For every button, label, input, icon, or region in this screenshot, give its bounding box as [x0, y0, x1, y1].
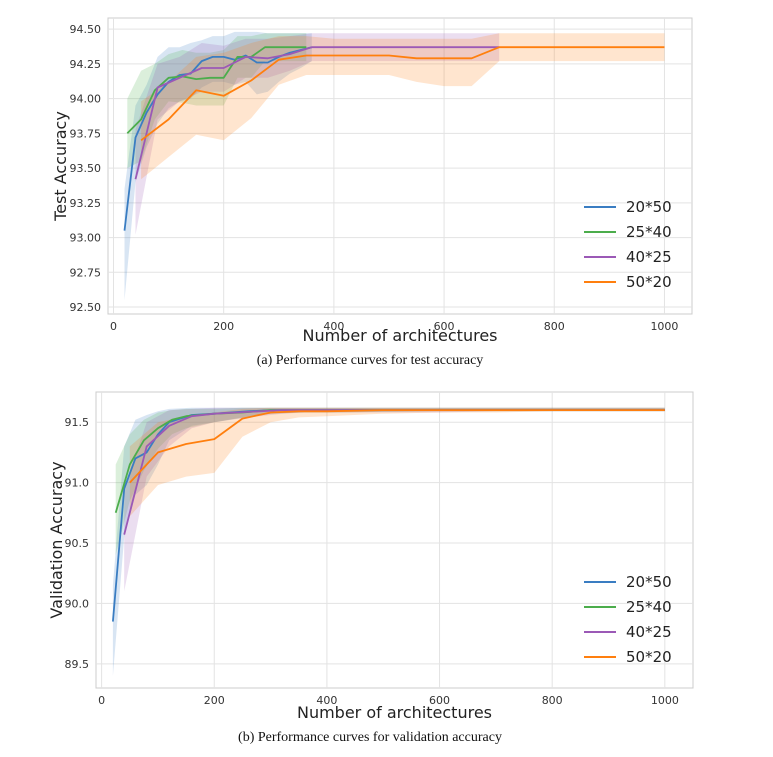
chart-test-accuracy: 0 200 400 600 800 1000 92.50 92.75 93.00 93.25 93.… [51, 17, 693, 345]
y-tick-label: 93.75 [70, 127, 102, 140]
band-20*50 [112, 407, 665, 676]
y-axis-label: Validation Accuracy [47, 461, 66, 618]
y-tick-label: 94.25 [70, 58, 102, 71]
y-tick-label: 94.50 [70, 23, 102, 36]
legend-label: 20*50 [626, 573, 672, 591]
band-50*20 [141, 33, 665, 180]
x-tick-label: 800 [544, 320, 565, 333]
x-tick-label: 600 [429, 694, 450, 707]
plot-area [95, 391, 694, 689]
x-tick-label: 0 [98, 694, 105, 707]
y-tick-label: 93.25 [70, 197, 102, 210]
y-tick-label: 89.5 [65, 658, 90, 671]
legend: 20*50 25*40 40*25 50*20 [584, 198, 672, 291]
legend: 20*50 25*40 40*25 50*20 [584, 573, 672, 666]
caption-a: (a) Performance curves for test accuracy [257, 353, 484, 368]
x-tick-label: 400 [323, 320, 344, 333]
y-tick-label: 93.00 [70, 232, 102, 245]
line-40*25 [134, 46, 500, 180]
x-tick-label: 1000 [651, 694, 679, 707]
line-50*20 [140, 46, 665, 142]
chart-validation-accuracy: 0 200 400 600 800 1000 89.5 90.0 90.5 91.0 91.5 Num… [47, 391, 694, 722]
y-tick-label: 91.0 [65, 477, 90, 490]
x-tick-label: 1000 [650, 320, 678, 333]
legend-label: 25*40 [626, 598, 672, 616]
line-50*20 [129, 409, 665, 484]
y-tick-label: 92.50 [70, 301, 102, 314]
legend-label: 40*25 [626, 623, 672, 641]
x-tick-label: 200 [204, 694, 225, 707]
y-tick-label: 92.75 [70, 266, 102, 279]
x-tick-label: 400 [316, 694, 337, 707]
y-tick-label: 90.0 [65, 597, 90, 610]
band-20*50 [124, 31, 312, 301]
caption-b: (b) Performance curves for validation ac… [238, 730, 502, 745]
x-tick-label: 0 [110, 320, 117, 333]
y-tick-label: 91.5 [65, 416, 90, 429]
x-tick-label: 600 [434, 320, 455, 333]
x-axis-label: Number of architectures [302, 326, 497, 345]
legend-label: 25*40 [626, 223, 672, 241]
legend-label: 50*20 [626, 273, 672, 291]
y-tick-label: 94.00 [70, 93, 102, 106]
y-axis-label: Test Accuracy [51, 111, 70, 222]
y-tick-label: 93.50 [70, 162, 102, 175]
x-tick-label: 800 [542, 694, 563, 707]
band-40*25 [124, 407, 665, 592]
legend-label: 20*50 [626, 198, 672, 216]
x-axis-label: Number of architectures [297, 703, 492, 722]
band-25*40 [127, 33, 307, 169]
y-tick-label: 90.5 [65, 537, 90, 550]
x-tick-label: 200 [213, 320, 234, 333]
band-40*25 [135, 33, 500, 235]
legend-label: 40*25 [626, 248, 672, 266]
legend-label: 50*20 [626, 648, 672, 666]
